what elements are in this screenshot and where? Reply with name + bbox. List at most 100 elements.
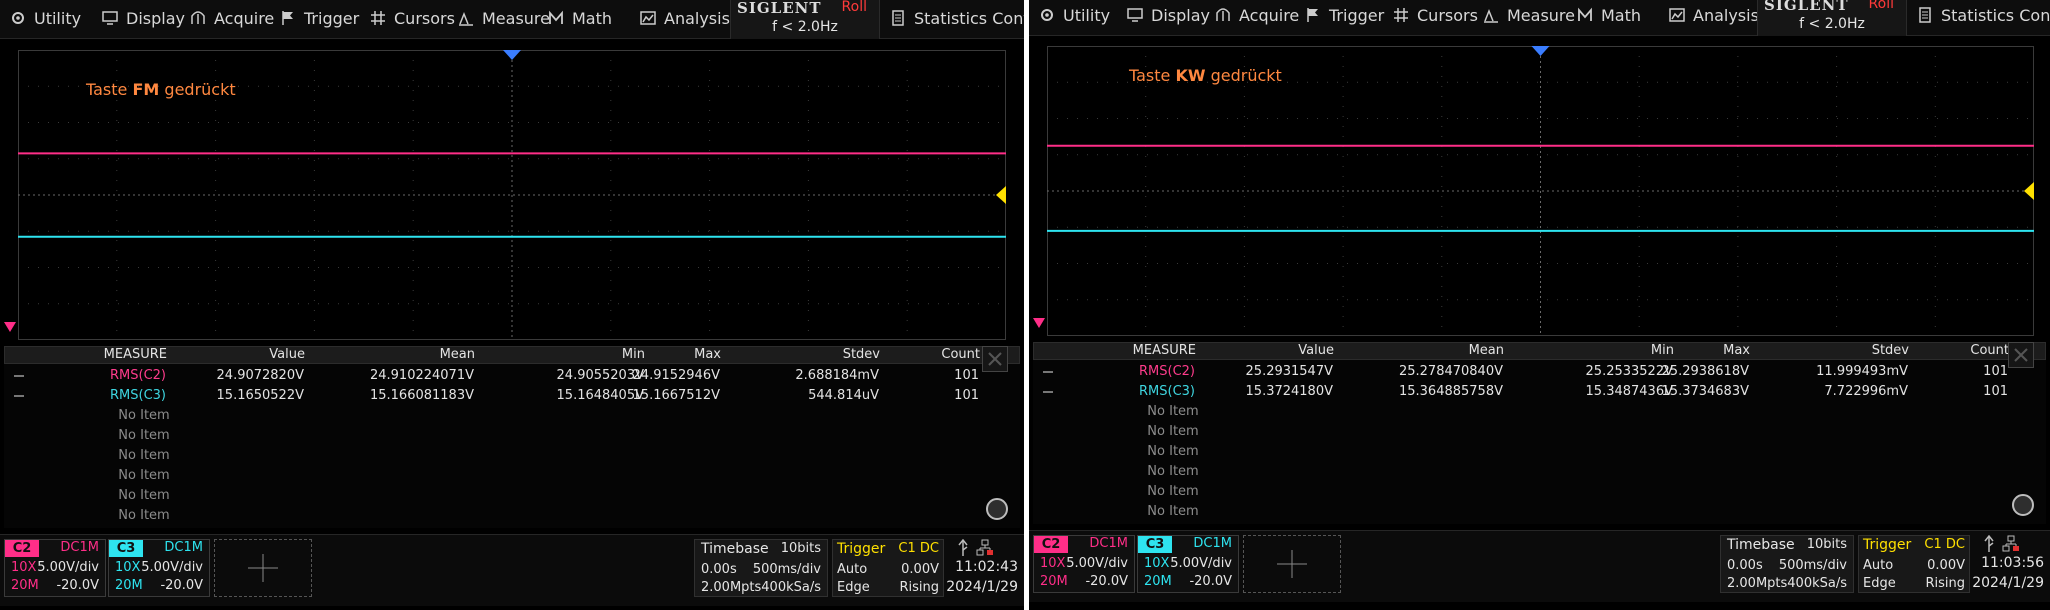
timebase-box[interactable]: Timebase 10bits 0.00s 500ms/div 2.00Mpts 400k… bbox=[1720, 535, 1854, 593]
cursors-icon bbox=[1394, 8, 1408, 22]
measure-row[interactable]: RMS(C2) 24.9072820V 24.910224071V 24.905520… bbox=[4, 366, 1020, 386]
channel-c3-box[interactable]: C3 DC1M 10X 5.00V/div 20M -20.0V bbox=[1137, 535, 1239, 593]
gear-icon bbox=[1041, 9, 1053, 21]
menu-measure[interactable]: Measure bbox=[1483, 0, 1575, 36]
waveform-grid[interactable]: Taste FM gedrückt bbox=[18, 50, 1006, 340]
channel-c2-box[interactable]: C2 DC1M 10X 5.00V/div 20M -20.0V bbox=[1033, 535, 1135, 593]
menu-label: Math bbox=[1601, 5, 1642, 25]
usb-icon[interactable] bbox=[956, 539, 970, 557]
menu-label: Cursors bbox=[1417, 5, 1478, 25]
timebase-scale: 500ms/div bbox=[1778, 558, 1847, 573]
menu-label: Math bbox=[572, 8, 613, 28]
waveform-grid[interactable]: Taste KW gedrückt bbox=[1047, 46, 2034, 336]
channel-coupling: DC1M bbox=[60, 540, 99, 555]
menu-trigger[interactable]: Trigger bbox=[280, 0, 359, 39]
menu-math[interactable]: Math bbox=[1577, 0, 1641, 36]
menu-analysis[interactable]: Analysis bbox=[1669, 0, 1759, 36]
measure-row-empty[interactable]: No Item bbox=[1033, 402, 2046, 422]
channel-probe: 10X bbox=[115, 560, 141, 575]
measure-row-empty[interactable]: No Item bbox=[1033, 442, 2046, 462]
brand-logo: SIGLENT bbox=[1764, 0, 1849, 14]
measure-row-empty[interactable]: No Item bbox=[4, 406, 1020, 426]
timebase-box[interactable]: Timebase 10bits 0.00s 500ms/div 2.00Mpts 400k… bbox=[694, 539, 828, 597]
measure-row[interactable]: RMS(C3) 15.1650522V 15.166081183V 15.164840… bbox=[4, 386, 1020, 406]
menu-analysis[interactable]: Analysis bbox=[640, 0, 730, 39]
measure-scroll-knob[interactable] bbox=[986, 498, 1008, 520]
menu-math[interactable]: Math bbox=[548, 0, 612, 39]
measure-table: MEASURE Value Mean Min Max Stdev Count RMS(C2) 2… bbox=[1033, 342, 2046, 524]
menu-acquire[interactable]: Acquire bbox=[190, 0, 274, 39]
measure-close-icon[interactable] bbox=[982, 346, 1008, 372]
menu-display[interactable]: Display bbox=[102, 0, 185, 39]
annotation-suffix: gedrückt bbox=[1205, 66, 1282, 85]
channel-c3-box[interactable]: C3 DC1M 10X 5.00V/div 20M -20.0V bbox=[108, 539, 210, 597]
measure-min: 15.1648405V bbox=[556, 388, 644, 403]
menu-cursors[interactable]: Cursors bbox=[370, 0, 455, 39]
annotation-key: FM bbox=[132, 80, 160, 99]
row-drag-handle-icon[interactable] bbox=[1043, 371, 1053, 373]
trigger-level: 0.00V bbox=[1927, 558, 1965, 573]
measure-row-empty[interactable]: No Item bbox=[4, 466, 1020, 486]
timebase-points: 2.00Mpts bbox=[1727, 576, 1788, 591]
statistics-config-button[interactable]: Statistics Config bbox=[890, 0, 1024, 39]
menu-utility[interactable]: Utility bbox=[1039, 0, 1110, 36]
usb-icon[interactable] bbox=[1982, 535, 1996, 553]
measure-mean: 15.166081183V bbox=[369, 388, 474, 403]
measure-row-empty[interactable]: No Item bbox=[1033, 422, 2046, 442]
row-drag-handle-icon[interactable] bbox=[14, 395, 24, 397]
scope-screen-left: Utility Display Acquire Trigger Cursors Measu… bbox=[0, 0, 1024, 610]
channel-offset-marker[interactable] bbox=[4, 322, 16, 332]
network-icon[interactable] bbox=[2002, 535, 2020, 553]
menu-measure[interactable]: Measure bbox=[458, 0, 550, 39]
trigger-position-marker[interactable] bbox=[503, 50, 521, 60]
measure-min: 24.9055203V bbox=[556, 368, 644, 383]
measure-row-empty[interactable]: No Item bbox=[4, 446, 1020, 466]
annotation-prefix: Taste bbox=[1129, 66, 1176, 85]
measure-header: MEASURE Value Mean Min Max Stdev Count bbox=[4, 346, 1020, 364]
row-drag-handle-icon[interactable] bbox=[1043, 391, 1053, 393]
row-drag-handle-icon[interactable] bbox=[14, 375, 24, 377]
network-icon[interactable] bbox=[976, 539, 994, 557]
brand-logo: SIGLENT bbox=[737, 0, 822, 17]
statistics-icon bbox=[1919, 7, 1931, 23]
channel-c2-box[interactable]: C2 DC1M 10X 5.00V/div 20M -20.0V bbox=[4, 539, 106, 597]
measure-col-max: Max bbox=[694, 347, 721, 362]
measure-col-max: Max bbox=[1723, 343, 1750, 358]
menu-acquire[interactable]: Acquire bbox=[1215, 0, 1299, 36]
channel-tag[interactable]: C3 bbox=[1138, 536, 1172, 553]
gear-icon bbox=[12, 12, 24, 24]
menu-display[interactable]: Display bbox=[1127, 0, 1210, 36]
menu-cursors[interactable]: Cursors bbox=[1393, 0, 1478, 36]
menu-utility[interactable]: Utility bbox=[10, 0, 81, 39]
menu-label: Display bbox=[126, 8, 185, 28]
measure-row-empty[interactable]: No Item bbox=[4, 426, 1020, 446]
measure-row-empty[interactable]: No Item bbox=[1033, 482, 2046, 502]
measure-row-empty[interactable]: No Item bbox=[4, 486, 1020, 506]
menu-bar: Utility Display Acquire Trigger Cursors Measu… bbox=[1029, 0, 2050, 36]
measure-row-empty[interactable]: No Item bbox=[4, 506, 1020, 526]
channel-scale: 5.00V/div bbox=[141, 560, 203, 575]
measure-close-icon[interactable] bbox=[2008, 342, 2034, 368]
trigger-level-marker[interactable] bbox=[996, 186, 1006, 204]
trigger-box[interactable]: Trigger C1 DC Auto 0.00V Edge Rising bbox=[832, 539, 944, 597]
menu-trigger[interactable]: Trigger bbox=[1305, 0, 1384, 36]
measure-row-empty[interactable]: No Item bbox=[1033, 502, 2046, 522]
channel-offset-marker[interactable] bbox=[1033, 318, 1045, 328]
channel-tag[interactable]: C2 bbox=[5, 540, 39, 557]
timebase-label: Timebase bbox=[701, 541, 769, 557]
trigger-level-marker[interactable] bbox=[2024, 182, 2034, 200]
channel-tag[interactable]: C2 bbox=[1034, 536, 1068, 553]
menu-label: Utility bbox=[34, 8, 82, 28]
measure-row[interactable]: RMS(C2) 25.2931547V 25.278470840V 25.253352… bbox=[1033, 362, 2046, 382]
measure-scroll-knob[interactable] bbox=[2012, 494, 2034, 516]
statistics-config-label: Statistics Config bbox=[914, 8, 1024, 28]
add-channel-button[interactable] bbox=[214, 539, 312, 597]
measure-row[interactable]: RMS(C3) 15.3724180V 15.364885758V 15.348743… bbox=[1033, 382, 2046, 402]
measure-count: 101 bbox=[954, 388, 979, 403]
trigger-position-marker[interactable] bbox=[1531, 46, 1550, 56]
add-channel-button[interactable] bbox=[1243, 535, 1341, 593]
statistics-config-button[interactable]: Statistics Config bbox=[1917, 0, 2050, 36]
measure-row-empty[interactable]: No Item bbox=[1033, 462, 2046, 482]
trigger-box[interactable]: Trigger C1 DC Auto 0.00V Edge Rising bbox=[1858, 535, 1970, 593]
channel-tag[interactable]: C3 bbox=[109, 540, 143, 557]
